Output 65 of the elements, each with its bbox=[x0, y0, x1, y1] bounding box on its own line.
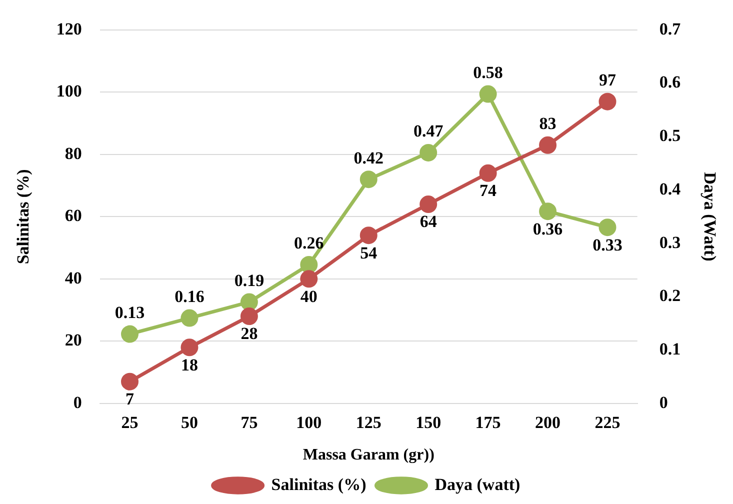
data-label: 7 bbox=[126, 390, 135, 409]
x-tick-label: 200 bbox=[535, 412, 561, 432]
data-label: 0.19 bbox=[234, 270, 264, 290]
y-tick-label: 100 bbox=[56, 82, 82, 101]
x-tick-label: 125 bbox=[356, 412, 382, 432]
data-label: 0.13 bbox=[114, 302, 145, 322]
data-label: 0.33 bbox=[592, 235, 622, 254]
point bbox=[420, 196, 438, 214]
x-tick-label: 150 bbox=[416, 412, 442, 432]
data-label: 0.42 bbox=[354, 148, 384, 168]
x-tick-label: 75 bbox=[240, 412, 258, 432]
point bbox=[598, 218, 616, 236]
point bbox=[420, 144, 438, 162]
y-tick-label: 60 bbox=[64, 206, 82, 226]
y-tick-label: 20 bbox=[64, 330, 82, 350]
legend-label: Salinitas (%) bbox=[271, 474, 366, 494]
data-label: 0.58 bbox=[473, 62, 503, 82]
y2-tick-label: 0.1 bbox=[659, 339, 681, 358]
y-tick-label: 80 bbox=[64, 144, 82, 163]
data-label: 0.47 bbox=[413, 122, 444, 141]
x-tick-label: 100 bbox=[296, 412, 322, 432]
y2-tick-label: 0 bbox=[659, 392, 668, 412]
data-label: 54 bbox=[360, 243, 378, 262]
legend-label: Daya (watt) bbox=[434, 474, 520, 494]
data-label: 97 bbox=[598, 70, 616, 90]
point bbox=[479, 164, 497, 182]
y-tick-label: 40 bbox=[64, 268, 82, 288]
point bbox=[479, 85, 497, 103]
y2-tick-label: 0.3 bbox=[659, 232, 681, 252]
x-tick-label: 175 bbox=[475, 412, 501, 432]
y-tick-label: 120 bbox=[56, 19, 82, 38]
data-label: 28 bbox=[240, 324, 258, 344]
point bbox=[360, 170, 378, 188]
data-label: 0.36 bbox=[532, 219, 563, 238]
y2-tick-label: 0.7 bbox=[659, 19, 682, 38]
data-label: 0.16 bbox=[174, 286, 204, 306]
data-label: 64 bbox=[420, 212, 438, 232]
y-axis-title: Salinitas (%) bbox=[14, 169, 33, 264]
y2-tick-label: 0.6 bbox=[659, 72, 681, 92]
x-tick-label: 50 bbox=[180, 412, 198, 432]
x-tick-label: 225 bbox=[594, 412, 620, 432]
point bbox=[180, 309, 198, 327]
point bbox=[240, 308, 258, 326]
y-tick-label: 0 bbox=[73, 392, 82, 412]
point bbox=[539, 202, 557, 220]
y2-tick-label: 0.4 bbox=[659, 179, 682, 198]
data-label: 40 bbox=[300, 286, 318, 306]
data-label: 18 bbox=[180, 355, 198, 374]
point bbox=[121, 325, 139, 343]
data-label: 0.26 bbox=[294, 234, 324, 253]
data-label: 83 bbox=[539, 114, 556, 134]
y2-tick-label: 0.2 bbox=[659, 286, 681, 306]
point bbox=[598, 92, 616, 110]
x-tick-label: 25 bbox=[121, 412, 138, 432]
y2-tick-label: 0.5 bbox=[659, 126, 681, 146]
point bbox=[240, 293, 258, 311]
point bbox=[300, 256, 318, 274]
x-axis-title: Massa Garam (gr)) bbox=[302, 446, 434, 464]
point bbox=[121, 372, 139, 390]
point bbox=[300, 270, 318, 288]
point bbox=[539, 136, 557, 154]
y2-axis-title: Daya (Watt) bbox=[700, 172, 720, 262]
data-label: 74 bbox=[480, 181, 498, 200]
point bbox=[360, 226, 378, 244]
point bbox=[180, 338, 198, 356]
